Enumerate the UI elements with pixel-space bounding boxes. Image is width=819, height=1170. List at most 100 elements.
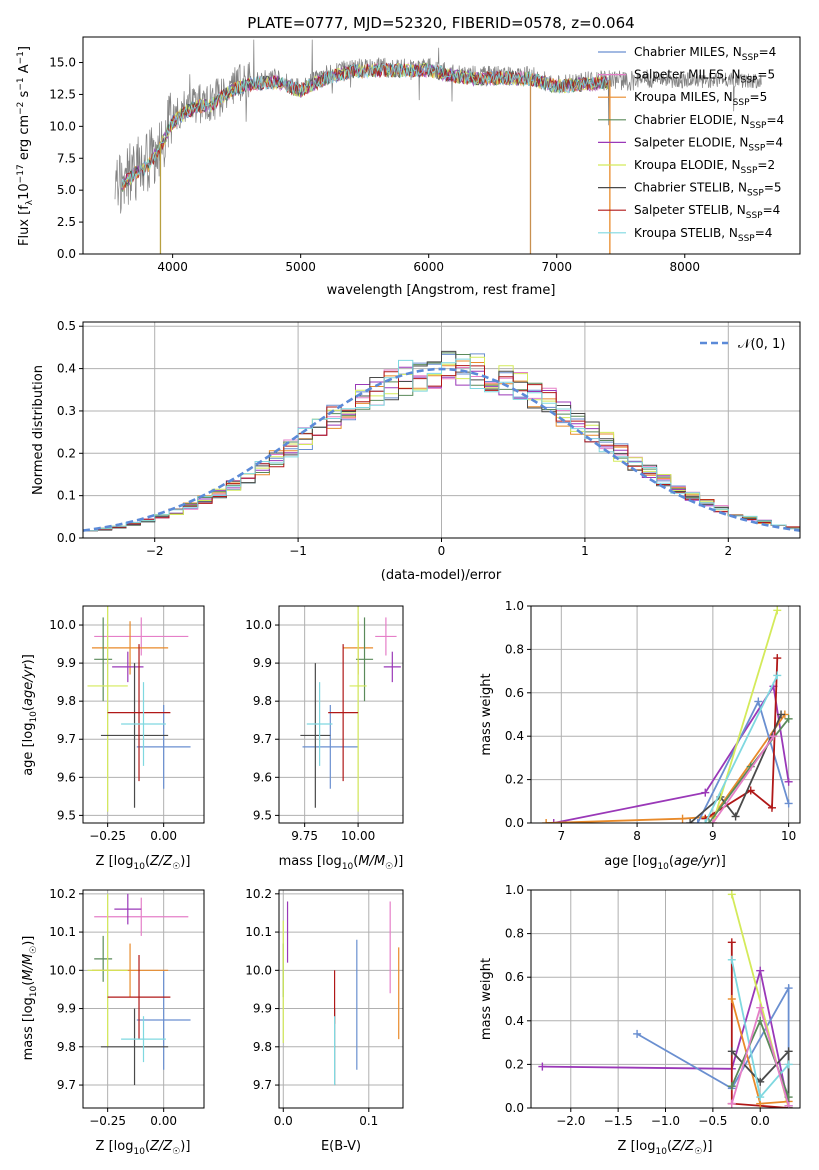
errorbar-marker <box>100 1008 169 1086</box>
legend-entry-label: 𝒩(0, 1) <box>738 337 785 352</box>
y-tick-label: 9.9 <box>57 1002 76 1016</box>
y-tick-label: 9.6 <box>57 770 76 784</box>
mass_vs_ebv-axes: 0.0 0.1 9.7 9.8 9.9 10.0 10.1 10.2 <box>245 887 404 1128</box>
axes-frame <box>82 36 801 255</box>
y-tick-label: 15.0 <box>49 56 76 70</box>
errorbar-marker <box>112 651 144 683</box>
weight-point-marker <box>727 995 736 1003</box>
x-axis-label: wavelength [Angstrom, rest frame] <box>327 283 556 298</box>
x-tick-label: 4000 <box>157 260 188 274</box>
errorbar-marker <box>107 644 171 782</box>
weight-point-marker <box>727 1047 736 1056</box>
legend-entry-label: Salpeter STELIB, NSSP=4 <box>634 203 780 221</box>
weight-series-line <box>704 658 779 820</box>
x-tick-label: 10 <box>781 829 796 843</box>
weight-point-marker <box>678 814 687 823</box>
age_vs_mass-axes: 9.75 10.00 9.5 9.6 9.7 9.8 9.9 10.0 <box>245 605 404 843</box>
y-tick-label: 9.7 <box>253 732 272 746</box>
x-tick-label: 5000 <box>285 260 316 274</box>
y-tick-label: 0.2 <box>505 773 524 787</box>
y-tick-label: 10.1 <box>245 925 272 939</box>
y-tick-label: 0.6 <box>505 686 524 700</box>
y-tick-label: 0.0 <box>57 531 76 545</box>
age_vs_Z-axes: −0.25 0.00 9.5 9.6 9.7 9.8 9.9 10.0 <box>49 605 205 843</box>
weight-point-marker <box>769 732 778 741</box>
weight-point-marker <box>754 697 763 706</box>
weight-point-marker <box>727 1082 736 1091</box>
weight-point-marker <box>727 1099 736 1108</box>
x-tick-label: 0.00 <box>150 1114 177 1128</box>
x-tick-label: −1 <box>289 544 307 558</box>
errorbar-marker <box>94 897 189 936</box>
y-tick-label: 10.1 <box>49 925 76 939</box>
y-tick-label: 0.4 <box>57 362 76 376</box>
x-tick-label: 7000 <box>541 260 572 274</box>
y-tick-label: 10.0 <box>49 618 76 632</box>
y-tick-label: 0.0 <box>57 247 76 261</box>
y-axis-label: mass weight <box>479 673 494 755</box>
errorbar-marker <box>328 644 359 782</box>
y-tick-label: 9.7 <box>57 1078 76 1092</box>
y-axis-label: mass [log10(M/M☉)] <box>21 936 39 1061</box>
y-tick-label: 9.8 <box>253 1040 272 1054</box>
residuals-axes: −2 −1 0 1 2 0.0 0.1 0.2 0.3 0.4 0.5 𝒩(0, 1) <box>57 319 801 558</box>
x-tick-label: 9.75 <box>291 829 318 843</box>
y-tick-label: 0.4 <box>505 729 524 743</box>
x-tick-label: 0.0 <box>751 1114 770 1128</box>
weight-point-marker <box>705 819 714 823</box>
y-tick-label: 9.7 <box>253 1078 272 1092</box>
legend: Chabrier MILES, NSSP=4 Salpeter MILES, NS… <box>598 45 784 244</box>
weight-point-marker <box>693 819 702 823</box>
legend-entry-label: Kroupa MILES, NSSP=5 <box>634 90 767 108</box>
weight-point-marker <box>538 1062 547 1071</box>
x-tick-label: 0.00 <box>150 829 177 843</box>
y-axis-label: age [log10(age/yr)] <box>21 654 39 776</box>
errorbar-marker <box>349 606 367 812</box>
x-tick-label: 6000 <box>413 260 444 274</box>
legend-entry-label: Kroupa ELODIE, NSSP=2 <box>634 158 775 176</box>
y-tick-label: 2.5 <box>57 215 76 229</box>
weight-series-line <box>542 970 790 1106</box>
weight-point-marker <box>756 1003 765 1012</box>
weight-point-marker <box>784 777 793 786</box>
axes-frame <box>530 605 801 824</box>
y-tick-label: 9.7 <box>57 732 76 746</box>
model-spectrum-line <box>120 62 609 188</box>
errorbar-marker <box>94 935 113 982</box>
spectrum-axes: 4000 5000 6000 7000 8000 0.0 2.5 5.0 7.5 10.0 12.5… <box>49 36 801 274</box>
weight-series-line <box>553 683 790 823</box>
weight-series-line <box>712 735 775 823</box>
age_vs_mass-plot-area <box>300 606 401 812</box>
y-tick-label: 0.8 <box>505 927 524 941</box>
errorbar-marker <box>87 893 128 1047</box>
observed-spectrum <box>114 39 762 214</box>
y-tick-label: 1.0 <box>505 599 524 613</box>
weight-point-marker <box>784 714 793 723</box>
mass_vs_Z-axes: −0.25 0.00 9.7 9.8 9.9 10.0 10.1 10.2 <box>49 887 205 1128</box>
weight-point-marker <box>767 803 776 812</box>
axes-frame <box>530 889 801 1109</box>
mass_vs_ebv-plot-area <box>282 901 400 1086</box>
y-tick-label: 7.5 <box>57 151 76 165</box>
mass_vs_Z-plot-area <box>87 893 191 1086</box>
x-axis-label: (data-model)/error <box>381 568 502 583</box>
weight-series-line <box>731 1049 790 1108</box>
weight-point-marker <box>773 671 782 680</box>
x-tick-label: −1.0 <box>651 1114 680 1128</box>
weight-point-marker <box>701 788 710 797</box>
errorbar-marker <box>300 663 331 808</box>
y-tick-label: 0.5 <box>57 319 76 333</box>
errorbar-marker <box>121 682 166 766</box>
y-tick-label: 9.6 <box>253 770 272 784</box>
x-axis-label: Z [log10(Z/Z☉)] <box>96 854 191 872</box>
x-tick-label: 8000 <box>669 260 700 274</box>
residuals-plot-area <box>83 350 800 538</box>
y-tick-label: 9.8 <box>57 1040 76 1054</box>
model-spectrum-line <box>120 63 609 188</box>
errorbar-marker <box>91 621 169 675</box>
y-tick-label: 0.2 <box>505 1057 524 1071</box>
legend-entry-label: Kroupa STELIB, NSSP=4 <box>634 226 772 244</box>
y-tick-label: 0.2 <box>57 446 76 460</box>
weight-point-marker <box>701 819 710 823</box>
y-tick-label: 0.6 <box>505 970 524 984</box>
